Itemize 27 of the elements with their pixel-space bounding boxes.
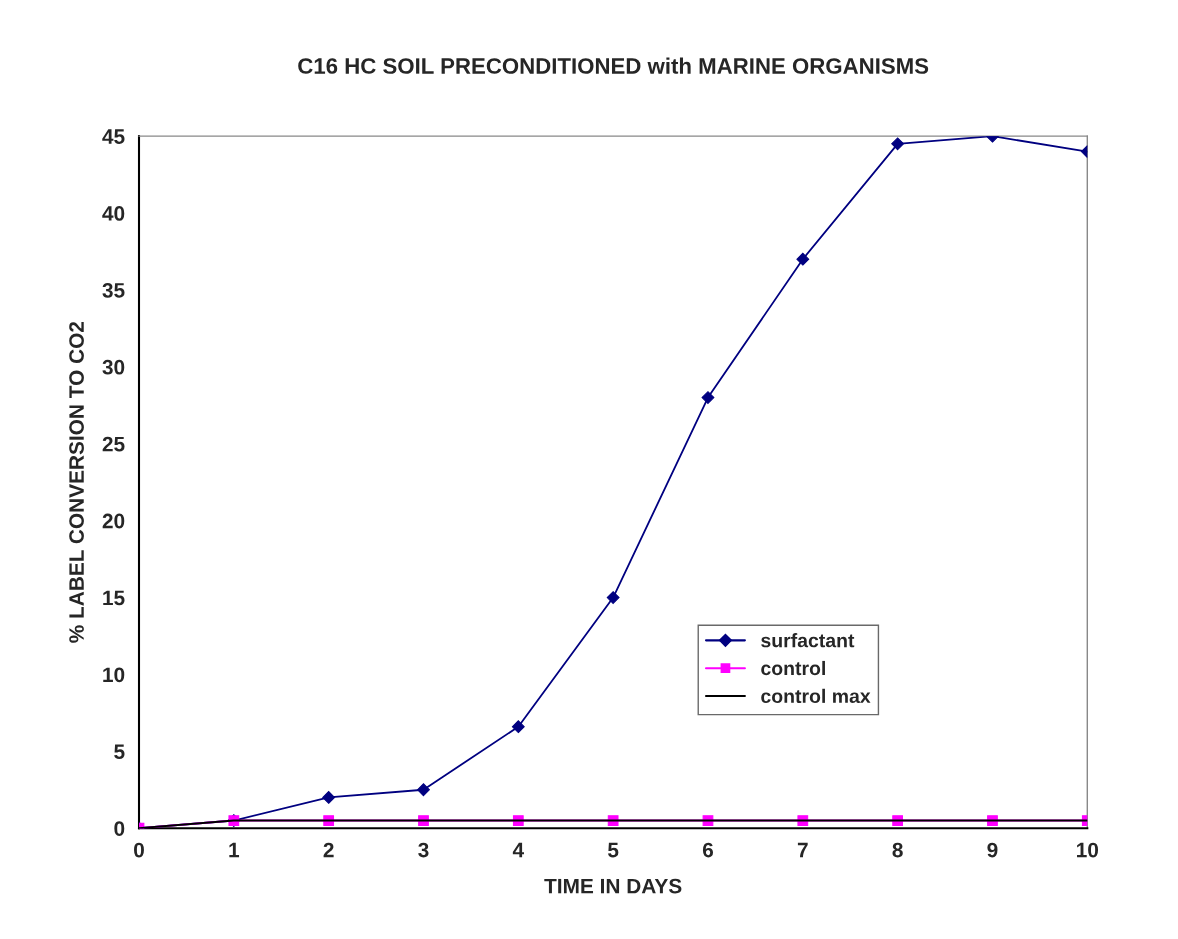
- y-tick-label: 15: [103, 590, 125, 606]
- x-tick-label: 5: [608, 842, 619, 858]
- legend-label: surfactant: [761, 633, 855, 648]
- legend-label: control: [761, 660, 825, 676]
- x-tick-label: 6: [702, 842, 714, 858]
- x-tick-label: 1: [229, 842, 240, 858]
- y-tick-label: 40: [102, 206, 125, 221]
- x-tick-label: 0: [134, 842, 144, 858]
- y-tick-label: 0: [114, 821, 125, 836]
- y-axis-title: % LABEL CONVERSION TO CO2: [69, 321, 84, 643]
- x-tick-label: 3: [418, 842, 429, 858]
- x-tick-label: 2: [323, 842, 334, 858]
- x-tick-label: 7: [797, 842, 808, 858]
- y-tick-label: 45: [102, 129, 125, 144]
- y-tick-label: 10: [103, 667, 125, 683]
- x-axis-title: TIME IN DAYS: [544, 878, 682, 894]
- y-tick-label: 5: [114, 744, 125, 760]
- chart-title: C16 HC SOIL PRECONDITIONED with MARINE ORGANISMS: [298, 57, 929, 74]
- y-tick-label: 20: [102, 513, 125, 529]
- y-tick-label: 30: [102, 359, 125, 375]
- legend-label: control max: [761, 688, 871, 704]
- x-tick-label: 4: [512, 842, 524, 858]
- y-tick-label: 35: [102, 282, 125, 298]
- x-tick-label: 9: [987, 842, 998, 858]
- y-tick-label: 25: [102, 436, 125, 452]
- x-tick-label: 10: [1077, 842, 1099, 858]
- x-tick-label: 8: [892, 842, 903, 858]
